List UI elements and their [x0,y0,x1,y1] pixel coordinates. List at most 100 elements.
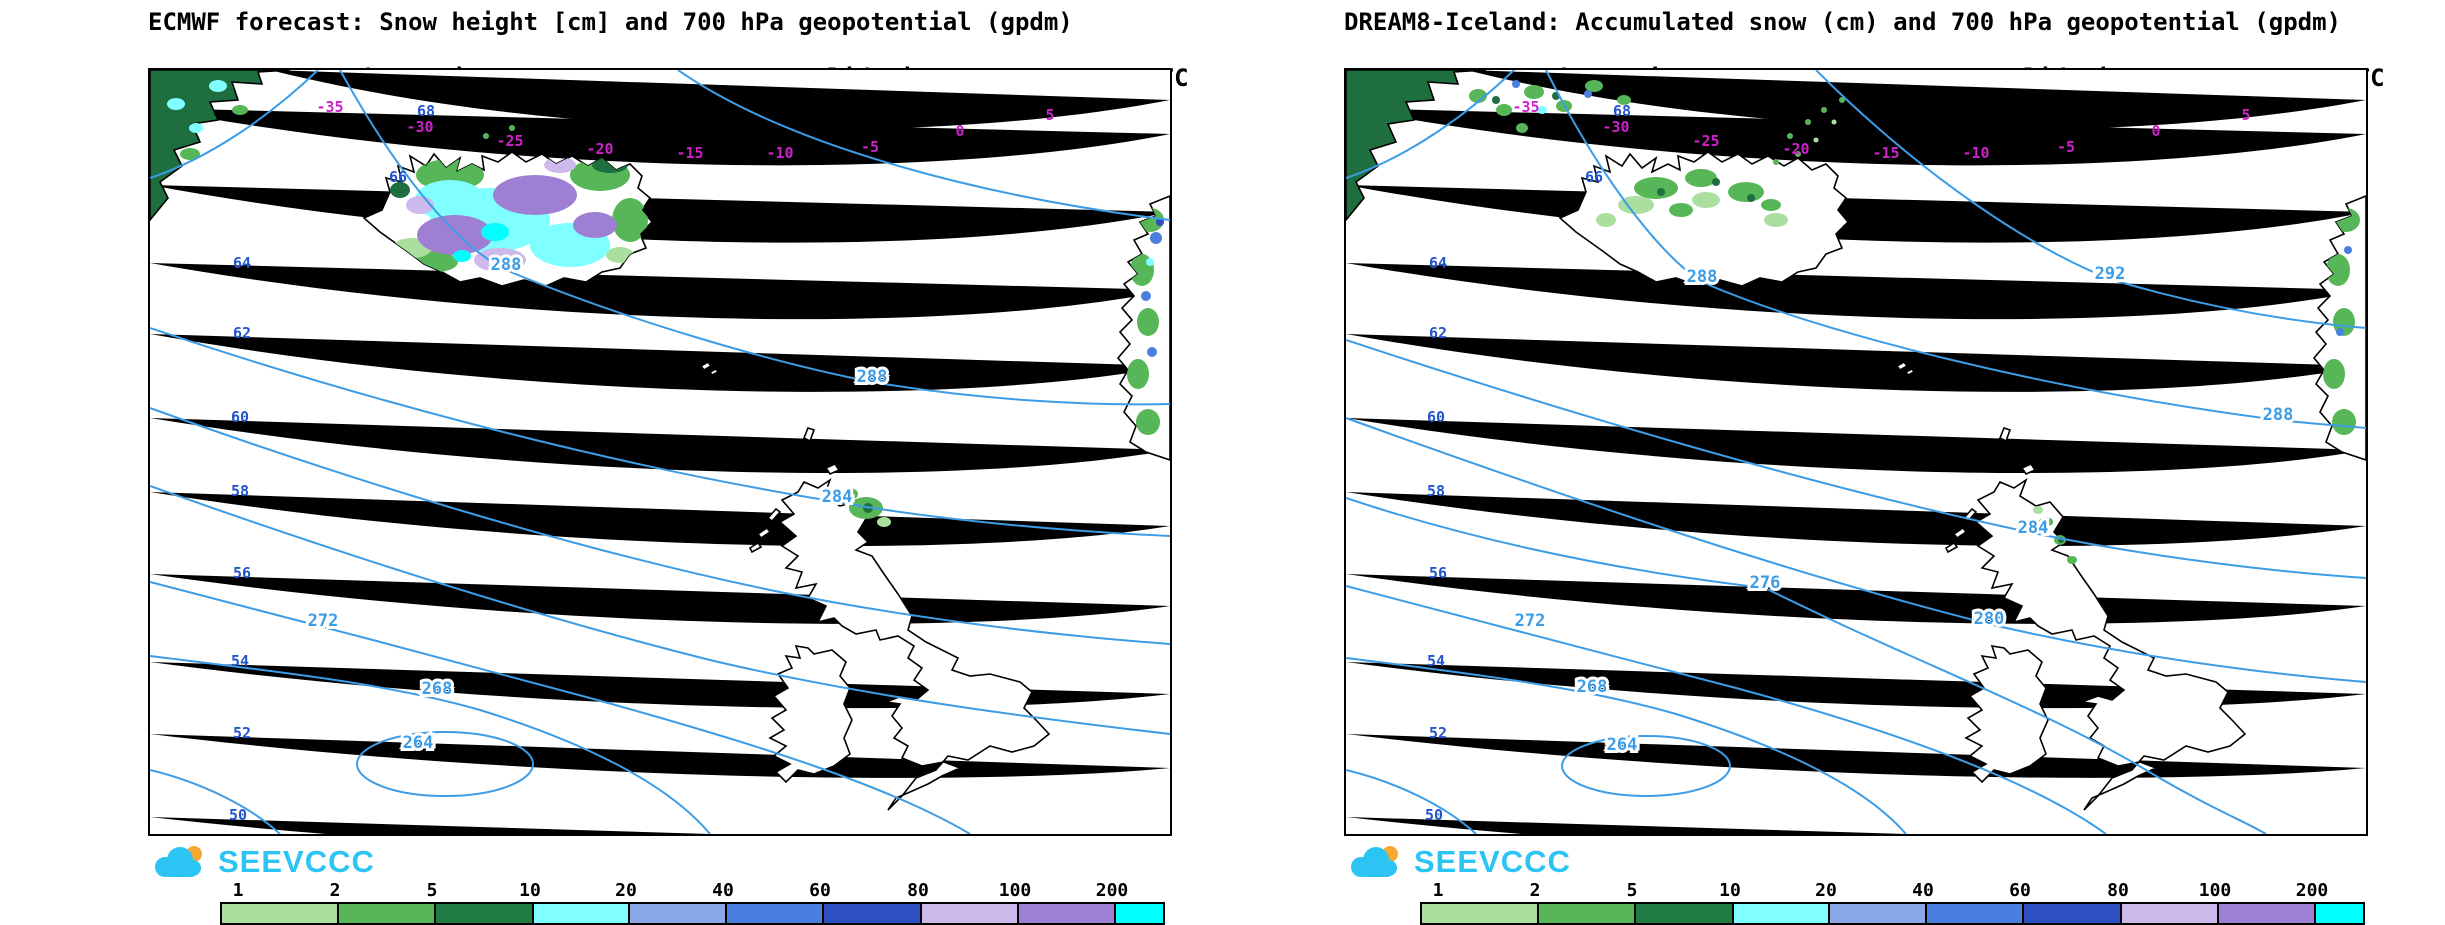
geopotential-contour-label: 268 [1577,677,1608,697]
geopotential-contour-label: 288 [1687,267,1718,287]
seevccc-branding: SEEVCCC [148,842,375,882]
longitude-label: -15 [676,144,703,162]
latitude-label: 56 [1429,564,1447,582]
colorbar-segment [920,904,1017,923]
colorbar-tick-label: 5 [1626,880,1638,901]
geopotential-contour-label: 288 [491,255,522,275]
map-frame: 68 66 64 62 60 58 56 54 52 50 -35 -30 -25 -20 -15 -10 -5… [1344,68,2368,836]
seevccc-logo-text: SEEVCCC [1414,844,1571,879]
latitude-label: 62 [233,324,251,342]
longitude-label: -25 [496,132,523,150]
colorbar-segment [2022,904,2120,923]
longitude-label: 0 [2151,122,2160,140]
colorbar-tick-label: 60 [809,880,831,901]
longitude-label: -10 [1962,144,1989,162]
colorbar-segment [1537,904,1634,923]
colorbar-segment [628,904,725,923]
panel-title: DREAM8-Iceland: Accumulated snow (cm) an… [1344,8,2341,36]
colorbar-tick-label: 2 [1529,880,1541,901]
colorbar-tick-label: 2 [329,880,341,901]
longitude-label: -15 [1872,144,1899,162]
longitude-label: -10 [766,144,793,162]
geopotential-contour-label: 280 [1974,609,2005,629]
seevccc-branding: SEEVCCC [1344,842,1571,882]
latitude-label: 66 [389,168,407,186]
colorbar-tick-label: 80 [2107,880,2129,901]
colorbar-segment [2217,904,2314,923]
longitude-label: 5 [1045,106,1054,124]
geopotential-contour-label: 268 [422,679,453,699]
seevccc-logo-text: SEEVCCC [218,844,375,879]
map-frame: 68 66 64 62 60 58 56 54 52 50 -35 -30 -25 -20 -15 -10 -5… [148,68,1172,836]
geopotential-contour-label: 272 [1515,611,1546,631]
latitude-label: 52 [1429,724,1447,742]
colorbar-segment [1925,904,2022,923]
colorbar-segment [1634,904,1732,923]
colorbar-tick-label: 60 [2009,880,2031,901]
colorbar-segment [1017,904,1114,923]
colorbar-labels: 1 2 5 10 20 40 60 80 100 200 [220,880,1161,901]
seevccc-logo-icon [155,846,202,877]
colorbar-tick-label: 80 [907,880,929,901]
latitude-label: 62 [1429,324,1447,342]
colorbar-segment [1114,904,1163,923]
latitude-label: 64 [233,254,251,272]
geopotential-contour-label: 264 [1607,735,1638,755]
longitude-label: 0 [955,122,964,140]
colorbar-segment [1828,904,1925,923]
colorbar-segment [337,904,434,923]
longitude-label: -20 [586,140,613,158]
longitude-label: 5 [2241,106,2250,124]
colorbar-tick-label: 20 [615,880,637,901]
colorbar-tick-label: 1 [232,880,244,901]
colorbar-segment [434,904,532,923]
longitude-label: -30 [1602,118,1629,136]
geopotential-contours [1346,70,2366,834]
longitude-label: -25 [1692,132,1719,150]
latitude-label: 56 [233,564,251,582]
colorbar-tick-label: 20 [1815,880,1837,901]
latitude-label: 64 [1429,254,1447,272]
latitude-label: 68 [417,102,435,120]
colorbar-segment [2314,904,2363,923]
latitude-label: 60 [231,408,249,426]
latitude-label: 58 [1427,482,1445,500]
longitude-label: -35 [1512,98,1539,116]
latitude-label: 58 [231,482,249,500]
latitude-label: 54 [1427,652,1445,670]
snow-colorbar [1420,902,2365,925]
geopotential-contour-label: 288 [2263,405,2294,425]
colorbar-labels: 1 2 5 10 20 40 60 80 100 200 [1420,880,2361,901]
longitude-label: -5 [861,138,879,156]
geopotential-contour-label: 292 [2095,264,2126,284]
colorbar-tick-label: 10 [519,880,541,901]
snow-colorbar [220,902,1165,925]
colorbar-segment [222,904,337,923]
geopotential-contour-label: 272 [308,611,339,631]
colorbar-tick-label: 100 [998,880,1032,901]
longitude-label: -30 [406,118,433,136]
latitude-label: 68 [1613,102,1631,120]
colorbar-segment [1732,904,1828,923]
latitude-label: 50 [229,806,247,824]
latitude-label: 54 [231,652,249,670]
colorbar-segment [2120,904,2217,923]
geopotential-contour-label: 288 [857,367,888,387]
colorbar-tick-label: 5 [426,880,438,901]
geopotential-contour-label: 284 [822,487,853,507]
latitude-label: 50 [1425,806,1443,824]
geopotential-contour-label: 264 [403,733,434,753]
colorbar-segment [1422,904,1537,923]
latitude-label: 66 [1585,168,1603,186]
panel-title: ECMWF forecast: Snow height [cm] and 700… [148,8,1073,36]
colorbar-tick-label: 1 [1432,880,1444,901]
seevccc-logo-icon [1351,846,1398,877]
longitude-label: -35 [316,98,343,116]
colorbar-segment [822,904,920,923]
colorbar-tick-label: 100 [2198,880,2232,901]
latitude-label: 60 [1427,408,1445,426]
